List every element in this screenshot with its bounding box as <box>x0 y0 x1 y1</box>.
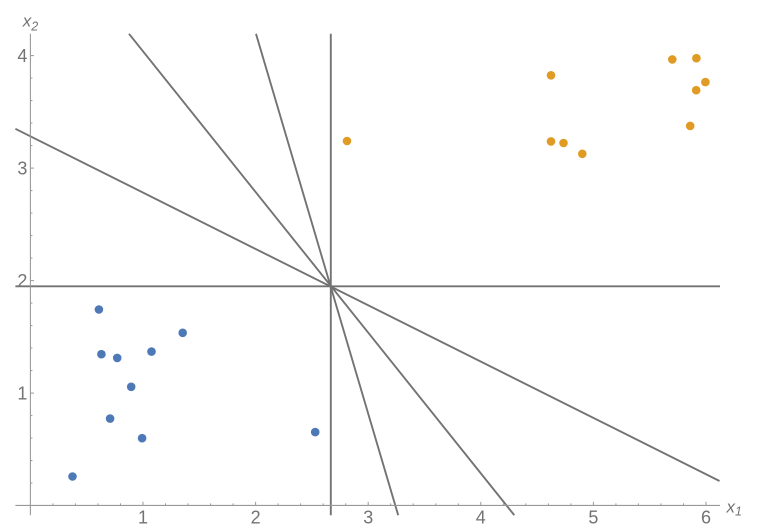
svg-text:2: 2 <box>17 271 27 291</box>
svg-text:5: 5 <box>588 508 598 528</box>
svg-text:4: 4 <box>476 508 486 528</box>
svg-text:1: 1 <box>138 508 148 528</box>
svg-text:1: 1 <box>17 384 27 404</box>
svg-text:6: 6 <box>701 508 711 528</box>
svg-text:4: 4 <box>17 46 27 66</box>
svg-text:2: 2 <box>251 508 261 528</box>
svg-text:3: 3 <box>17 159 27 179</box>
svg-text:3: 3 <box>363 508 373 528</box>
